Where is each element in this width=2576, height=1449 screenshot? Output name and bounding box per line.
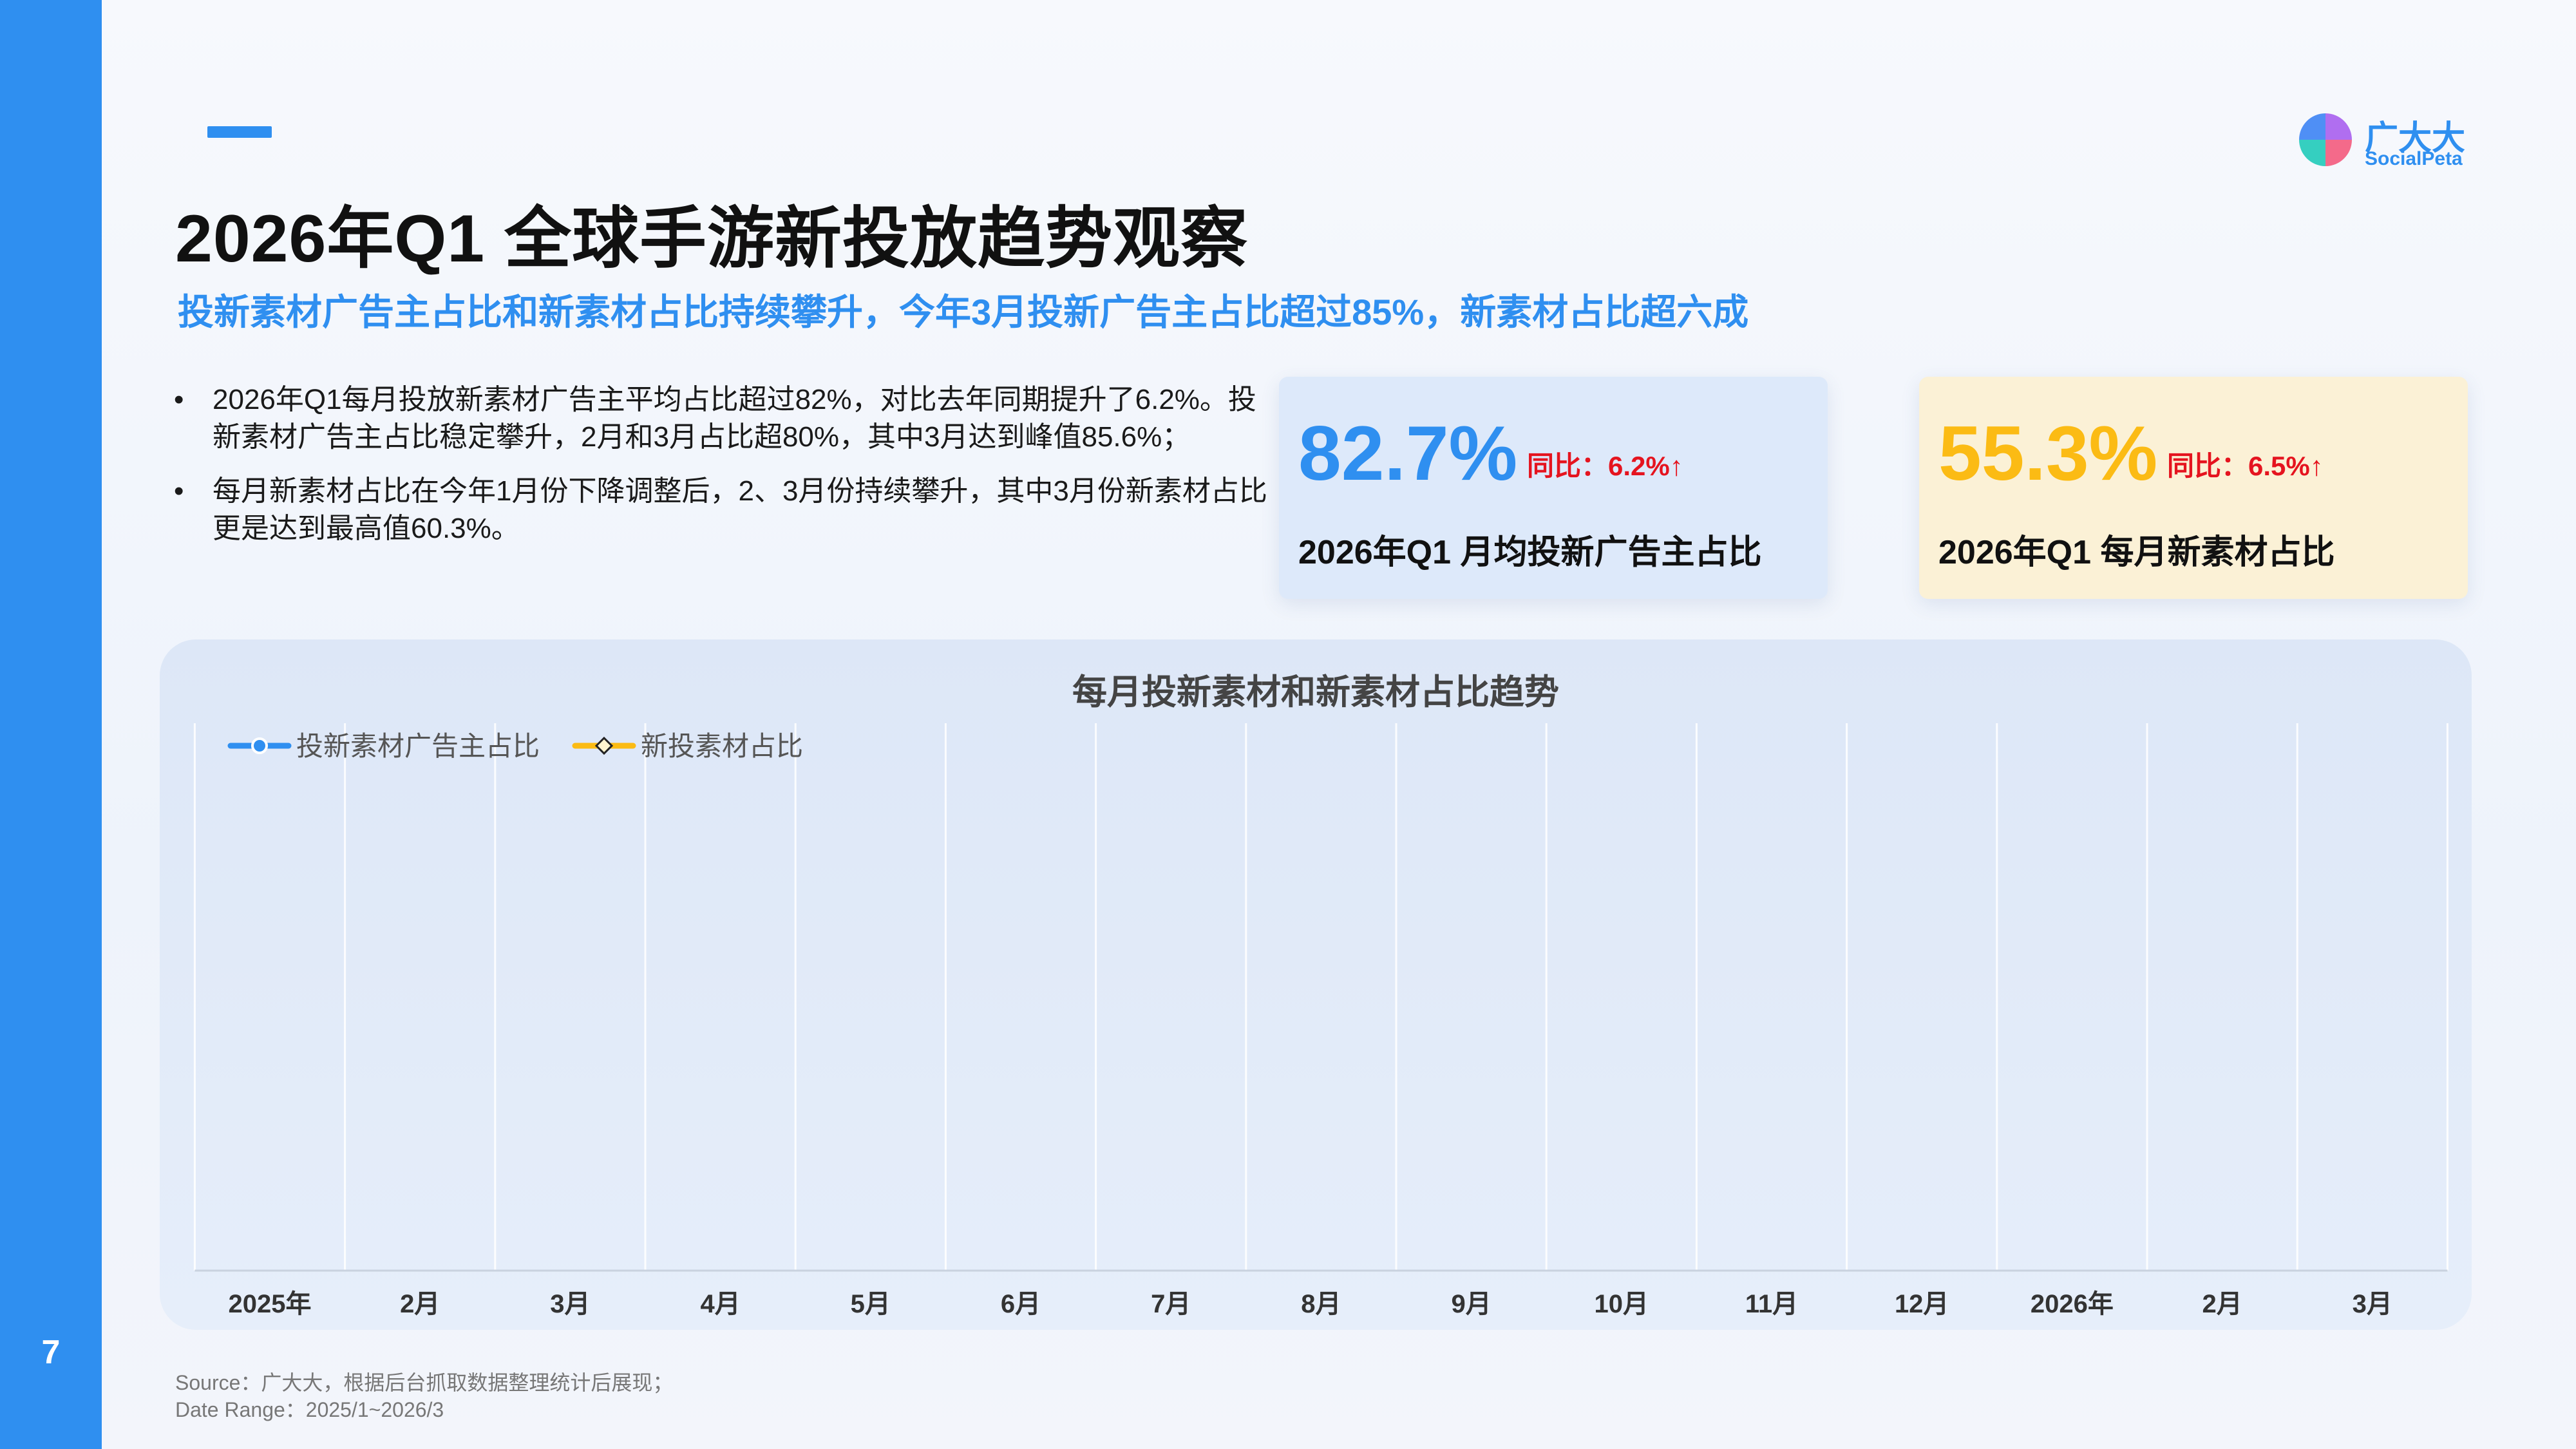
x-tick-label: 3月	[550, 1290, 590, 1318]
x-tick-label: 2月	[400, 1290, 440, 1318]
bullet-item: 每月新素材占比在今年1月份下降调整后，2、3月份持续攀升，其中3月份新素材占比更…	[174, 473, 1269, 547]
legend-marker-circle	[251, 737, 268, 754]
legend-label: 投新素材广告主占比	[296, 731, 540, 761]
kpi-caption: 2026年Q1 月均投新广告主占比	[1298, 534, 1762, 571]
summary-bullets: 2026年Q1每月投放新素材广告主平均占比超过82%，对比去年同期提升了6.2%…	[174, 381, 1269, 564]
chart-title: 每月投新素材和新素材占比趋势	[1072, 673, 1559, 712]
logo-text-cn: 广大大	[2365, 120, 2466, 157]
logo-text-en: SocialPeta	[2365, 148, 2463, 169]
legend-marker-diamond	[594, 736, 614, 755]
x-tick-label: 2026年	[2031, 1290, 2114, 1318]
chart-panel: 每月投新素材和新素材占比趋势 2025年 2月 3月 4月 5月 6月 7月 8月 9月 10月 11…	[160, 639, 2472, 1330]
kpi-yoy: 同比：6.5%↑	[2167, 451, 2324, 481]
date-range-line: Date Range：2025/1~2026/3	[175, 1398, 444, 1421]
legend-label: 新投素材占比	[641, 731, 803, 761]
brand-logo: 广大大 SocialPeta	[2298, 111, 2465, 169]
trend-chart: 每月投新素材和新素材占比趋势 2025年 2月 3月 4月 5月 6月 7月 8月 9月 10月 11…	[193, 673, 2448, 1318]
x-tick-label: 5月	[851, 1290, 891, 1318]
x-tick-label: 10月	[1595, 1290, 1649, 1318]
kpi-value: 55.3%	[1938, 410, 2158, 497]
kpi-value: 82.7%	[1298, 410, 1518, 497]
socialpeta-logo-icon	[2299, 113, 2352, 166]
x-tick-label: 3月	[2353, 1290, 2392, 1318]
x-tick-label: 2025年	[229, 1290, 312, 1318]
left-sidebar-bar	[0, 0, 102, 1449]
title-accent-bar	[207, 126, 272, 138]
page-number: 7	[41, 1334, 61, 1371]
page-title: 2026年Q1 全球手游新投放趋势观察	[175, 202, 1248, 276]
x-tick-label: 4月	[700, 1290, 740, 1318]
x-tick-label: 11月	[1745, 1290, 1798, 1318]
source-note: Source：广大大，根据后台抓取数据整理统计后展现； Date Range：2…	[175, 1369, 673, 1423]
bullet-item: 2026年Q1每月投放新素材广告主平均占比超过82%，对比去年同期提升了6.2%…	[174, 381, 1269, 456]
x-tick-label: 6月	[1001, 1290, 1041, 1318]
x-tick-label: 12月	[1895, 1290, 1949, 1318]
x-tick-label: 8月	[1301, 1290, 1341, 1318]
kpi-card-advertiser-share: 82.7% 同比：6.2%↑ 2026年Q1 月均投新广告主占比	[1279, 377, 1828, 599]
page-subtitle: 投新素材广告主占比和新素材占比持续攀升，今年3月投新广告主占比超过85%，新素材…	[178, 292, 1749, 332]
x-tick-label: 7月	[1151, 1290, 1191, 1318]
x-tick-label: 9月	[1451, 1290, 1491, 1318]
kpi-yoy: 同比：6.2%↑	[1527, 451, 1683, 481]
kpi-card-creative-share: 55.3% 同比：6.5%↑ 2026年Q1 每月新素材占比	[1919, 377, 2468, 599]
source-line: Source：广大大，根据后台抓取数据整理统计后展现；	[175, 1371, 674, 1394]
x-tick-label: 2月	[2202, 1290, 2242, 1318]
kpi-caption: 2026年Q1 每月新素材占比	[1938, 534, 2335, 571]
